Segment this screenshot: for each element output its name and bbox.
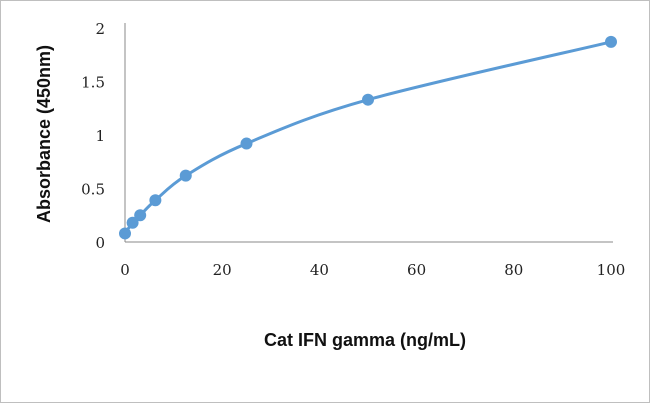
x-tick-label: 100 xyxy=(597,261,626,279)
data-point xyxy=(179,169,192,182)
y-tick-label: 0.5 xyxy=(81,181,105,199)
x-tick-label: 40 xyxy=(310,261,329,279)
data-point xyxy=(134,209,147,222)
y-axis-label: Absorbance (450nm) xyxy=(34,45,54,223)
y-tick-label: 0 xyxy=(95,234,105,252)
data-point xyxy=(605,35,617,48)
series-line xyxy=(123,40,612,235)
data-point xyxy=(362,93,374,106)
x-tick-label: 20 xyxy=(213,261,232,279)
x-tick-label: 0 xyxy=(120,261,130,279)
data-point xyxy=(149,194,162,207)
data-point xyxy=(119,227,131,240)
y-tick-label: 1.5 xyxy=(81,74,105,92)
x-tick-label: 80 xyxy=(504,261,523,279)
data-point xyxy=(126,216,139,229)
y-tick-label: 2 xyxy=(95,20,105,38)
x-tick-label: 60 xyxy=(407,261,426,279)
x-axis-label: Cat IFN gamma (ng/mL) xyxy=(264,330,466,350)
y-tick-label: 1 xyxy=(95,127,105,145)
data-point xyxy=(240,137,253,150)
